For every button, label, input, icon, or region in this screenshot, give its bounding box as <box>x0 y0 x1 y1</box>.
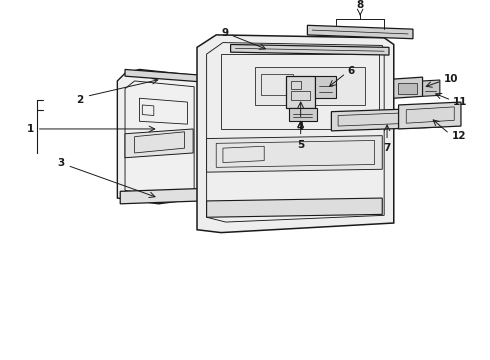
Bar <box>291 91 310 100</box>
Polygon shape <box>117 69 202 204</box>
Text: 5: 5 <box>297 140 304 149</box>
Text: 1: 1 <box>26 124 34 134</box>
Text: 11: 11 <box>453 97 468 107</box>
Bar <box>397 83 417 94</box>
Polygon shape <box>307 25 413 39</box>
Polygon shape <box>125 129 193 158</box>
Bar <box>291 81 301 89</box>
Polygon shape <box>422 80 440 96</box>
Polygon shape <box>394 77 422 98</box>
Polygon shape <box>286 76 315 108</box>
Text: 7: 7 <box>383 143 391 153</box>
Text: 8: 8 <box>357 0 364 10</box>
Polygon shape <box>207 136 382 172</box>
Text: 2: 2 <box>76 95 84 105</box>
Polygon shape <box>289 108 317 121</box>
Text: 12: 12 <box>451 131 466 141</box>
Polygon shape <box>231 45 389 55</box>
Text: 4: 4 <box>297 122 304 132</box>
Polygon shape <box>120 188 202 204</box>
Polygon shape <box>125 69 202 82</box>
Text: 10: 10 <box>443 74 458 84</box>
Polygon shape <box>197 35 394 233</box>
Polygon shape <box>315 76 336 98</box>
Text: 3: 3 <box>57 158 65 167</box>
Text: 6: 6 <box>348 66 355 76</box>
Polygon shape <box>255 67 365 105</box>
Polygon shape <box>207 198 382 217</box>
Polygon shape <box>398 102 461 129</box>
Polygon shape <box>331 108 442 131</box>
Text: 9: 9 <box>221 28 229 38</box>
